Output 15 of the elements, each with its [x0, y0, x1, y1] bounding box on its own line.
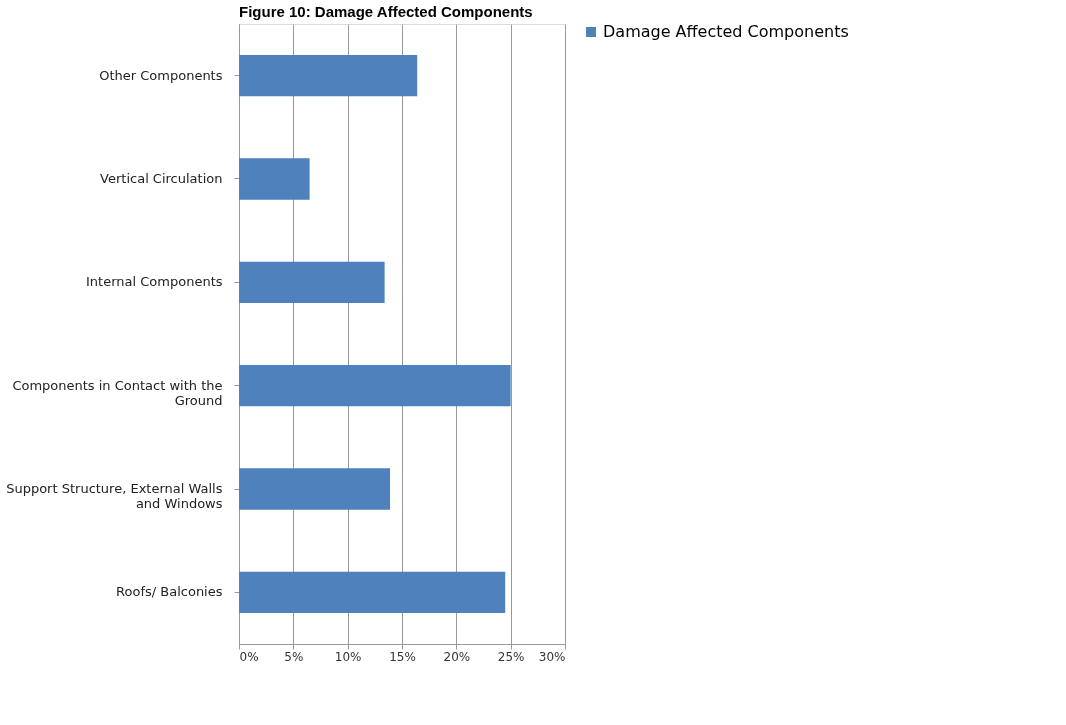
- y-tick-label: Components in Contact with the Ground: [12, 377, 223, 408]
- x-tick-label: 15%: [389, 649, 416, 664]
- x-tick-label: 20%: [443, 649, 471, 664]
- chart-title: Figure 10: Damage Affected Components: [239, 3, 533, 20]
- x-tick-label: 5%: [284, 649, 304, 664]
- y-tick-label: Vertical Circulation: [100, 171, 223, 186]
- x-tick-label: 25%: [497, 649, 525, 664]
- x-tick-label: 30%: [538, 649, 566, 664]
- y-tick-label: Internal Components: [86, 274, 223, 290]
- legend-label: Damage Affected Components: [603, 22, 849, 41]
- y-tick-label: Support Structure, External Walls and Windows: [6, 481, 223, 511]
- x-tick-label: 0%: [239, 649, 259, 664]
- y-tick-label: Other Components: [99, 67, 223, 83]
- y-tick-label: Roofs/ Balconies: [116, 584, 223, 600]
- x-tick-label: 10%: [334, 649, 362, 664]
